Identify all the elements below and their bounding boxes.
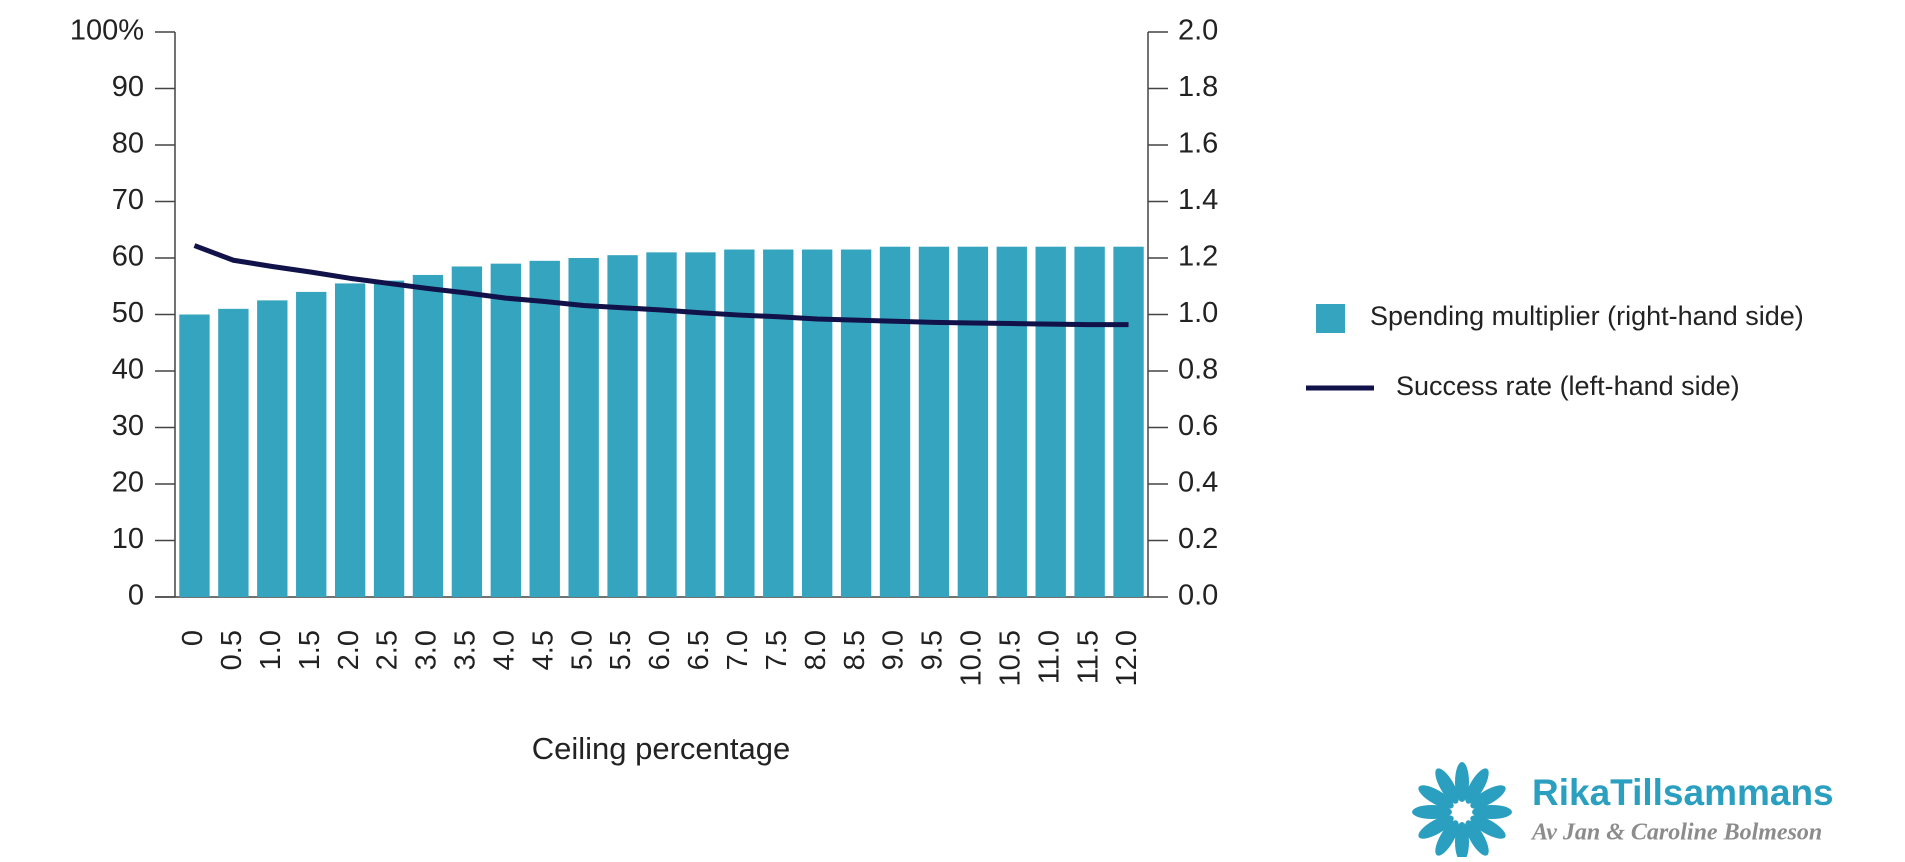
x-tick-label: 2.0	[333, 630, 365, 670]
y-tick-label: 0	[128, 580, 144, 612]
x-tick-label: 9.0	[878, 630, 910, 670]
y-tick-label: 80	[112, 128, 144, 160]
bar	[490, 263, 521, 597]
x-tick-label: 7.0	[722, 630, 754, 670]
bar	[451, 266, 483, 597]
y2-tick-label: 1.4	[1178, 184, 1218, 216]
bar	[646, 252, 677, 597]
bar	[1035, 246, 1066, 597]
y2-tick-label: 1.8	[1178, 71, 1218, 103]
legend-label: Success rate (left-hand side)	[1396, 371, 1740, 401]
x-tick-label: 10.0	[956, 630, 988, 686]
bar	[257, 300, 288, 597]
logo-name: RikaTillsammans	[1532, 772, 1834, 813]
x-tick-label: 1.5	[294, 630, 326, 670]
x-tick-label: 11.5	[1072, 630, 1104, 684]
x-tick-label: 6.0	[644, 630, 676, 670]
x-tick-label: 6.5	[683, 630, 715, 670]
y2-tick-label: 1.6	[1178, 128, 1218, 160]
bar	[996, 246, 1027, 597]
bar	[685, 252, 716, 597]
bar	[373, 280, 405, 597]
y-tick-label: 10	[112, 523, 144, 555]
x-tick-label: 5.0	[566, 630, 598, 670]
y2-tick-label: 1.2	[1178, 241, 1218, 273]
y-tick-label: 100%	[70, 15, 144, 47]
y-tick-label: 20	[112, 467, 144, 499]
bar	[529, 260, 560, 597]
x-tick-label: 11.0	[1033, 630, 1065, 684]
bar	[296, 291, 327, 597]
bar	[840, 249, 872, 597]
bar	[412, 274, 444, 597]
x-tick-label: 4.0	[488, 630, 520, 670]
x-tick-label: 0.5	[216, 630, 248, 670]
x-tick-label: 0	[177, 630, 209, 646]
y-tick-label: 30	[112, 410, 144, 442]
x-tick-label: 8.0	[800, 630, 832, 670]
y-tick-label: 50	[112, 297, 144, 329]
x-tick-label: 10.5	[994, 630, 1026, 686]
x-tick-label: 4.5	[527, 630, 559, 670]
y-tick-label: 60	[112, 241, 144, 273]
y2-tick-label: 0.0	[1178, 580, 1218, 612]
bar	[607, 255, 638, 598]
logo	[1412, 762, 1512, 862]
legend-label: Spending multiplier (right-hand side)	[1370, 301, 1804, 331]
y-tick-label: 90	[112, 71, 144, 103]
x-axis-title: Ceiling percentage	[532, 731, 791, 766]
bar	[879, 246, 911, 597]
x-tick-label: 3.0	[411, 630, 443, 670]
y2-tick-label: 0.4	[1178, 467, 1218, 499]
x-tick-label: 8.5	[839, 630, 871, 670]
y-tick-label: 40	[112, 354, 144, 386]
bar	[568, 258, 599, 597]
bar	[179, 314, 210, 597]
x-tick-label: 3.5	[450, 630, 482, 670]
bar	[763, 249, 794, 597]
bar	[1074, 246, 1105, 597]
bar	[334, 283, 366, 597]
logo-byline: Av Jan & Caroline Bolmeson	[1530, 820, 1822, 846]
y2-tick-label: 0.8	[1178, 354, 1218, 386]
x-tick-label: 9.5	[917, 630, 949, 670]
bar	[218, 308, 249, 597]
x-tick-label: 12.0	[1111, 630, 1143, 686]
y2-tick-label: 2.0	[1178, 15, 1218, 47]
x-tick-label: 1.0	[255, 630, 287, 670]
bar	[724, 249, 755, 597]
y2-tick-label: 1.0	[1178, 297, 1218, 329]
y-tick-label: 70	[112, 184, 144, 216]
x-tick-label: 7.5	[761, 630, 793, 670]
x-tick-label: 5.5	[605, 630, 637, 670]
bar	[802, 249, 833, 597]
legend-swatch	[1316, 304, 1345, 333]
bar	[1113, 246, 1144, 597]
bar	[957, 246, 989, 597]
bar	[918, 246, 950, 597]
y2-tick-label: 0.6	[1178, 410, 1218, 442]
x-tick-label: 2.5	[372, 630, 404, 670]
y2-tick-label: 0.2	[1178, 523, 1218, 555]
line	[193, 243, 1129, 328]
